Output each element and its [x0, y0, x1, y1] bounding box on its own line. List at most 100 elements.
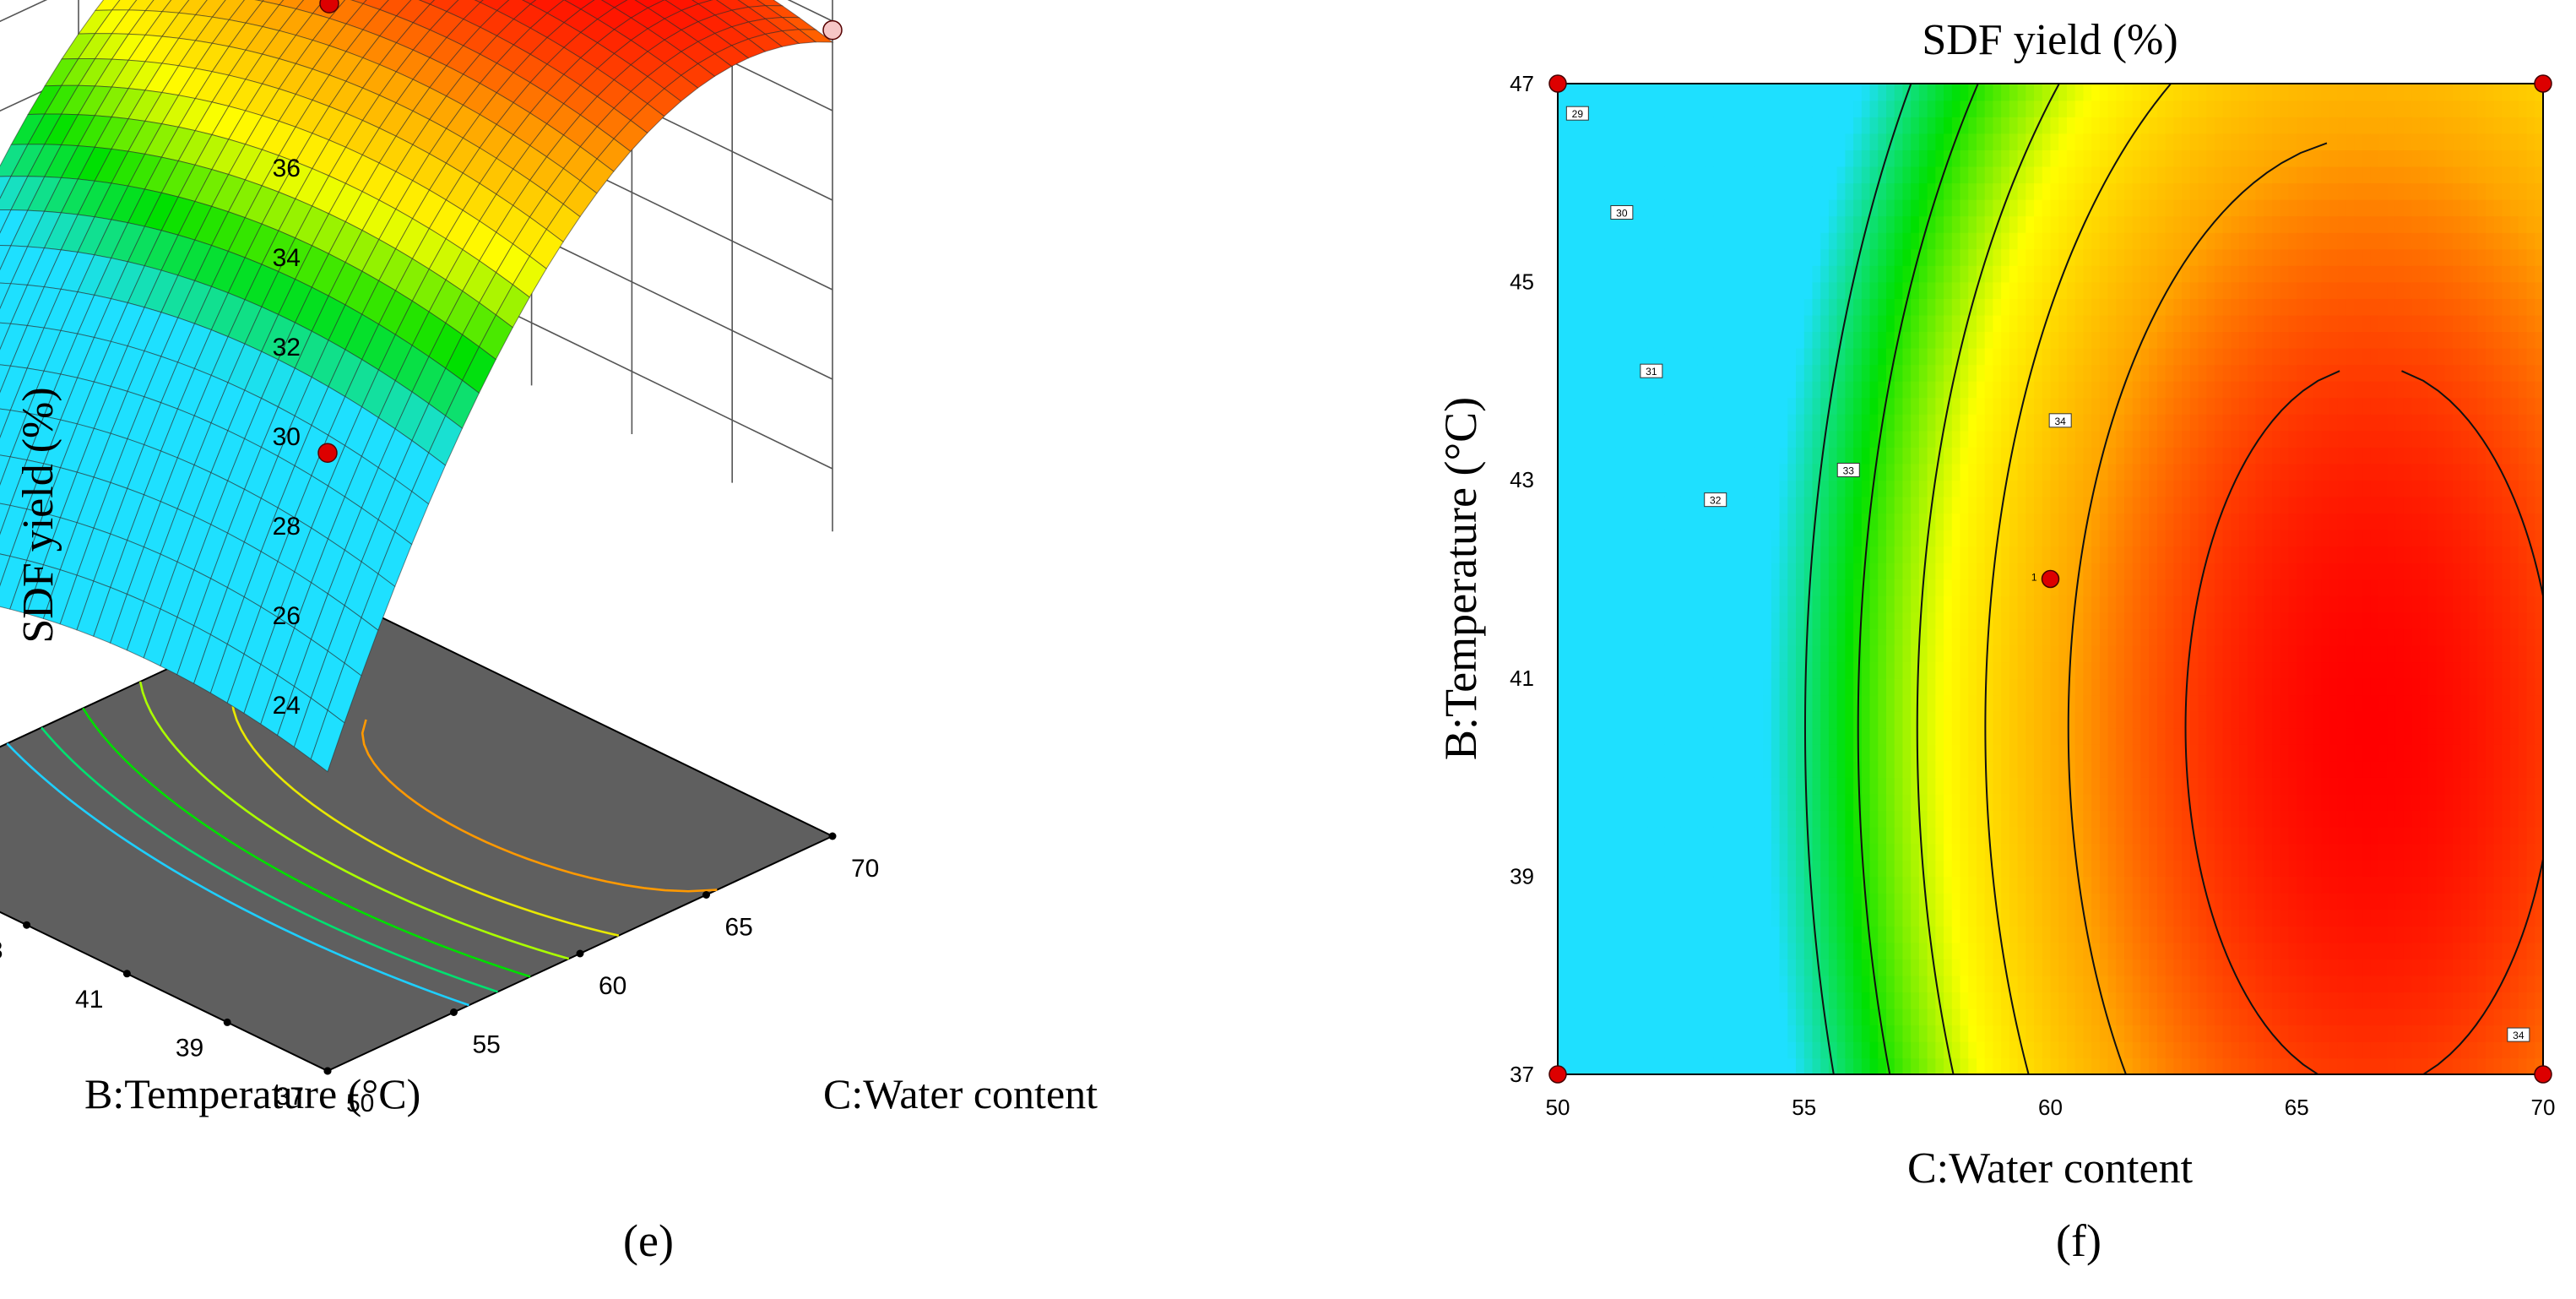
- field-cell: [1582, 198, 1592, 217]
- field-cell: [2050, 1008, 2060, 1026]
- field-cell: [1951, 198, 1961, 217]
- field-cell: [1935, 909, 1944, 927]
- field-cell: [1911, 117, 1920, 134]
- field-cell: [1836, 579, 1847, 596]
- field-cell: [2026, 1041, 2035, 1059]
- field-cell: [1886, 198, 1895, 217]
- field-cell: [1730, 826, 1739, 845]
- field-cell: [1713, 579, 1723, 596]
- field-cell: [1779, 496, 1789, 514]
- field-cell: [1993, 942, 2002, 959]
- field-cell: [1911, 447, 1920, 465]
- field-cell: [1796, 909, 1805, 927]
- field-cell: [1951, 430, 1961, 448]
- field-cell: [1697, 909, 1706, 927]
- field-cell: [1647, 793, 1657, 811]
- field-cell: [2009, 975, 2019, 993]
- field-cell: [1640, 314, 1649, 333]
- field-cell: [1869, 694, 1879, 712]
- field-cell: [1738, 100, 1748, 117]
- field-cell: [1779, 859, 1789, 878]
- floor-contour-32: [138, 681, 570, 960]
- field-cell: [1820, 959, 1830, 976]
- field-cell: [2074, 744, 2085, 762]
- field-cell: [1673, 760, 1682, 778]
- field-cell: [2066, 480, 2076, 497]
- field-cell: [1911, 198, 1920, 217]
- field-cell: [1803, 546, 1814, 563]
- field-cell: [2066, 496, 2076, 514]
- field-cell: [1960, 793, 1970, 811]
- field-cell: [1598, 810, 1608, 828]
- field-cell: [1647, 926, 1657, 943]
- field-cell: [1845, 826, 1854, 845]
- field-cell: [1984, 909, 1994, 927]
- field-cell: [1968, 298, 1977, 316]
- field-cell: [1828, 215, 1838, 233]
- field-cell: [1713, 248, 1723, 266]
- field-cell: [1902, 414, 1912, 432]
- field-cell: [1984, 149, 1994, 167]
- field-cell: [1836, 777, 1847, 795]
- field-cell: [1886, 546, 1895, 563]
- field-cell: [2083, 529, 2092, 547]
- field-cell: [1746, 628, 1756, 646]
- field-cell: [1968, 529, 1977, 547]
- field-cell: [1886, 182, 1895, 200]
- field-cell: [2058, 628, 2068, 646]
- field-cell: [1664, 744, 1673, 762]
- field-cell: [1673, 529, 1682, 547]
- field-cell: [1984, 595, 1994, 613]
- field-cell: [1574, 859, 1583, 878]
- field-cell: [1615, 892, 1624, 910]
- field-cell: [1968, 926, 1977, 943]
- field-cell: [1582, 447, 1592, 465]
- field-cell: [1976, 793, 1986, 811]
- field-cell: [1664, 100, 1673, 117]
- field-cell: [1902, 843, 1912, 861]
- field-cell: [1803, 975, 1814, 993]
- field-cell: [1951, 347, 1961, 366]
- field-cell: [1902, 611, 1912, 629]
- field-cell: [2099, 611, 2109, 629]
- field-cell: [2066, 447, 2076, 465]
- y-tick-dot: [223, 1018, 231, 1026]
- field-cell: [1771, 215, 1781, 233]
- field-cell: [2058, 331, 2068, 349]
- field-cell: [1607, 992, 1616, 1009]
- field-cell: [1812, 876, 1821, 894]
- field-cell: [1722, 661, 1732, 679]
- field-cell: [1640, 331, 1649, 349]
- field-cell: [1738, 231, 1748, 250]
- field-cell: [1894, 777, 1904, 795]
- field-cell: [1787, 727, 1797, 745]
- field-cell: [2009, 380, 2019, 399]
- field-cell: [1820, 281, 1830, 299]
- field-cell: [1984, 793, 1994, 811]
- field-cell: [1918, 1041, 1928, 1059]
- field-cell: [1746, 133, 1756, 150]
- field-cell: [1623, 513, 1633, 530]
- field-cell: [1828, 843, 1838, 861]
- field-cell: [1640, 579, 1649, 596]
- field-cell: [1820, 463, 1830, 481]
- field-cell: [1845, 793, 1854, 811]
- field-cell: [2042, 628, 2052, 646]
- field-cell: [1861, 397, 1871, 415]
- field-cell: [1680, 1057, 1690, 1074]
- field-cell: [2042, 149, 2052, 167]
- field-cell: [1803, 133, 1814, 150]
- field-cell: [2017, 364, 2027, 382]
- field-cell: [2001, 149, 2010, 167]
- field-cell: [1886, 496, 1895, 514]
- field-cell: [1960, 777, 1970, 795]
- field-cell: [1697, 248, 1706, 266]
- field-cell: [1944, 744, 1953, 762]
- field-cell: [1640, 793, 1649, 811]
- field-cell: [2066, 231, 2076, 250]
- field-cell: [2083, 727, 2092, 745]
- field-cell: [1730, 744, 1739, 762]
- field-cell: [1911, 364, 1920, 382]
- field-cell: [1886, 100, 1895, 117]
- field-cell: [1664, 513, 1673, 530]
